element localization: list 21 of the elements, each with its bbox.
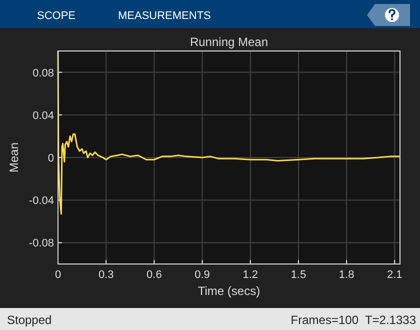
y-tick-label: -0.08 [28,238,54,250]
x-tick-label: 1.2 [242,269,258,281]
x-tick-label: 0.3 [98,269,114,281]
x-tick-label: 2.1 [387,269,402,281]
x-tick-label: 1.5 [290,269,306,281]
y-axis-title: Mean [7,142,21,173]
x-tick-label: 0.9 [194,269,210,281]
text: SCOPE [37,10,76,22]
text: Frames=100 T=2.1333 [290,313,416,327]
x-tick-label: 0.6 [146,269,162,281]
x-tick-label: 1.8 [338,269,354,281]
y-tick-label: 0.04 [32,110,54,122]
chart-title: Running Mean [190,35,268,49]
x-axis-title: Time (secs) [198,284,260,298]
x-tick-label: 0 [54,269,62,281]
text: Stopped [7,313,52,327]
y-tick-label: 0 [48,152,54,164]
line-series [57,50,400,215]
y-tick-label: -0.04 [28,195,54,208]
text: MEASUREMENTS [118,10,211,22]
y-tick-label: 0.08 [32,67,54,80]
